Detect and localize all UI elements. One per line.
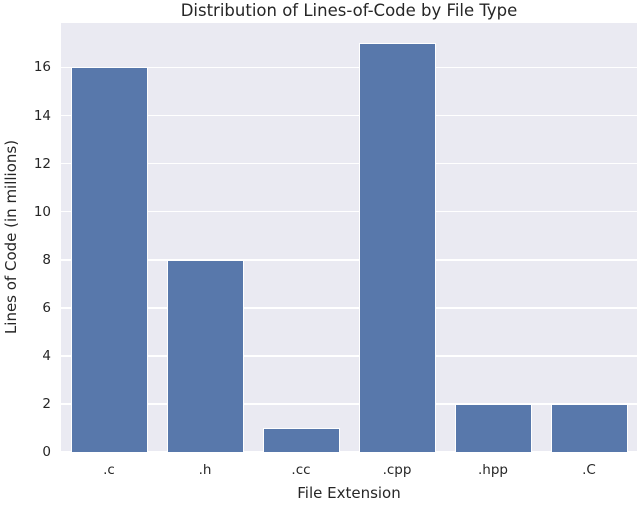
gridline bbox=[61, 355, 637, 357]
x-tick-label: .h bbox=[198, 462, 212, 478]
bar-c bbox=[70, 67, 148, 452]
y-tick-label: 6 bbox=[42, 299, 51, 316]
x-tick-label: .c bbox=[103, 462, 115, 478]
y-tick-label: 12 bbox=[33, 155, 51, 172]
bar-cpp bbox=[358, 43, 436, 452]
gridline bbox=[61, 66, 637, 69]
gridline bbox=[61, 451, 637, 453]
y-tick-label: 2 bbox=[42, 395, 51, 412]
bar-hpp bbox=[454, 403, 532, 452]
gridline bbox=[61, 210, 637, 213]
gridline bbox=[61, 403, 637, 405]
gridline bbox=[61, 114, 637, 117]
gridline bbox=[61, 258, 637, 261]
x-tick-label: .C bbox=[582, 462, 596, 478]
gridline bbox=[61, 307, 637, 309]
gridline bbox=[61, 162, 637, 165]
x-tick-label: .hpp bbox=[478, 462, 508, 478]
x-axis-label: File Extension bbox=[297, 484, 401, 502]
bar-cc bbox=[262, 427, 340, 452]
bar-c-upper bbox=[550, 403, 628, 452]
x-tick-label: .cpp bbox=[382, 462, 412, 478]
plot-area bbox=[61, 23, 637, 453]
y-tick-label: 16 bbox=[33, 59, 51, 76]
x-tick-label: .cc bbox=[291, 462, 311, 478]
bar-h bbox=[166, 259, 244, 452]
y-tick-label: 10 bbox=[33, 203, 51, 220]
chart-title: Distribution of Lines-of-Code by File Ty… bbox=[180, 1, 518, 20]
y-tick-label: 8 bbox=[42, 251, 51, 268]
y-tick-label: 14 bbox=[33, 107, 51, 124]
y-tick-label: 4 bbox=[42, 347, 51, 364]
y-tick-label: 0 bbox=[42, 444, 51, 460]
